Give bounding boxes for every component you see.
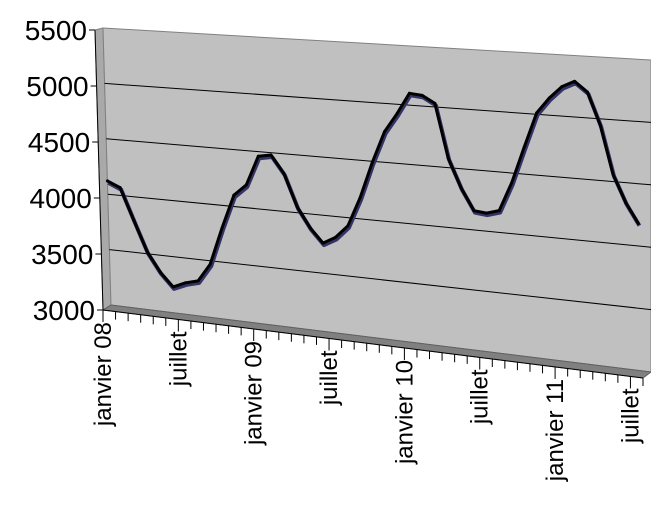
x-tick-label: janvier 11: [542, 379, 569, 482]
x-tick-label: janvier 10: [391, 360, 418, 465]
data-point: [598, 123, 602, 127]
x-axis-line: [102, 309, 644, 379]
data-point: [370, 160, 374, 164]
data-point: [573, 79, 577, 83]
y-tick-label: 5000: [26, 71, 88, 102]
x-tick-label: juillet: [165, 331, 192, 387]
data-point: [308, 226, 312, 230]
y-axis: 3000 3500 4000 4500 5000 5500: [25, 15, 104, 326]
back-wall: [102, 27, 651, 373]
gridline: [104, 82, 651, 123]
y-tick-label: 4000: [30, 183, 92, 214]
x-tick-label: juillet: [467, 369, 494, 425]
data-point: [624, 201, 628, 205]
data-point: [321, 241, 325, 245]
series-line-shadow: [107, 81, 642, 291]
data-point: [522, 145, 526, 149]
data-point: [358, 196, 362, 200]
data-point: [485, 211, 489, 215]
data-point: [446, 156, 450, 160]
data-point: [560, 85, 564, 89]
y-tick-label: 3000: [33, 295, 95, 326]
data-point: [145, 250, 149, 254]
data-point: [196, 279, 200, 283]
data-point: [585, 90, 589, 94]
x-tick-label: juillet: [316, 350, 343, 406]
data-point: [118, 186, 122, 190]
data-point: [256, 154, 260, 158]
data-point: [208, 262, 212, 266]
data-point: [420, 93, 424, 97]
data-point: [232, 193, 236, 197]
data-point: [395, 112, 399, 116]
data-point: [636, 222, 640, 226]
gridline: [107, 193, 651, 248]
data-point: [171, 285, 175, 289]
data-point: [510, 181, 514, 185]
data-point: [269, 153, 273, 157]
data-point: [383, 130, 387, 134]
y-axis-line: [94, 29, 104, 311]
data-point: [472, 209, 476, 213]
data-point: [295, 205, 299, 209]
data-point: [282, 171, 286, 175]
data-point: [105, 179, 109, 183]
data-point: [547, 96, 551, 100]
x-tick-label: juillet: [617, 388, 644, 444]
data-point: [611, 172, 615, 176]
x-tick-label: janvier 09: [241, 341, 268, 446]
gridline: [106, 138, 651, 186]
data-point: [497, 209, 501, 213]
y-tick-label: 3500: [31, 239, 93, 270]
series-layer: [105, 79, 642, 291]
data-point: [158, 270, 162, 274]
data-point: [433, 101, 437, 105]
data-point: [184, 281, 188, 285]
y-tick-label: 5500: [25, 15, 87, 46]
data-point: [132, 218, 136, 222]
y-tick-label: 4500: [28, 127, 90, 158]
data-point: [407, 91, 411, 95]
data-point: [220, 226, 224, 230]
data-point: [334, 235, 338, 239]
data-point: [346, 224, 350, 228]
chart-walls: [94, 27, 651, 373]
x-tick-label: janvier 08: [90, 322, 117, 427]
data-point: [535, 111, 539, 115]
gridline: [109, 249, 651, 311]
data-point: [244, 183, 248, 187]
gridlines: [104, 82, 651, 311]
data-point: [459, 186, 463, 190]
x-axis: janvier 08 juillet janvier 09 juillet janvie…: [90, 309, 644, 482]
